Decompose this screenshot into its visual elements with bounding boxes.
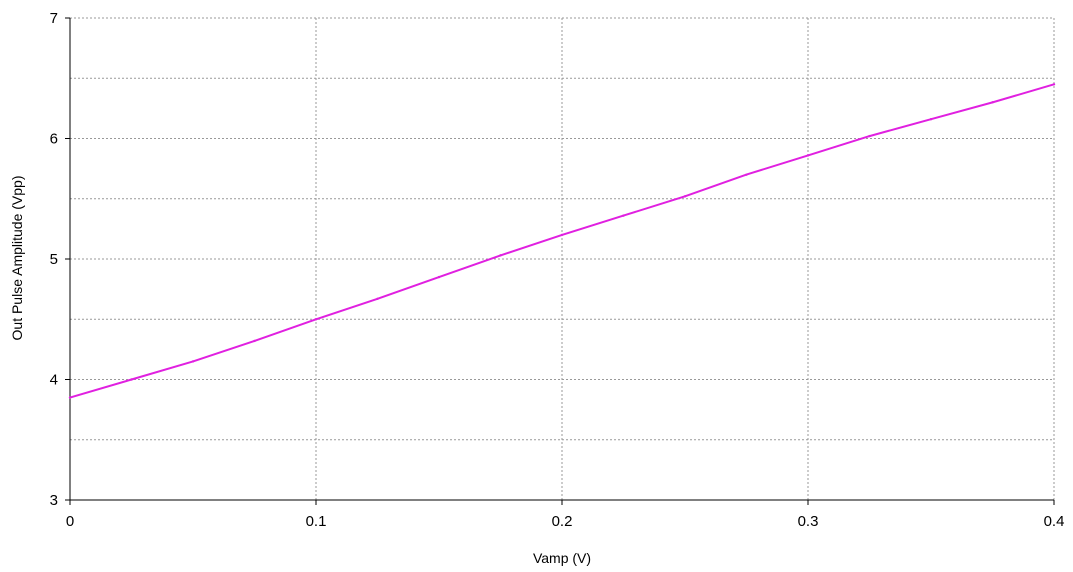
data-point [745,173,748,176]
data-point [191,360,195,363]
data-point [253,339,256,343]
data-point [314,318,318,321]
y-axis-label: Out Pulse Amplitude (Vpp) [9,176,25,341]
y-tick-label: 5 [50,251,58,268]
data-point [991,101,994,104]
data-point [376,297,379,300]
y-tick-label: 6 [50,131,58,148]
tick-labels: 3 4 5 6 7 0 0.1 0.2 0.3 0.4 [50,10,1065,530]
series-group [68,83,1056,399]
data-point [622,214,625,217]
y-tick-label: 4 [50,372,58,389]
data-point [499,254,502,257]
axes [65,17,1055,505]
grid-lines [70,17,1055,500]
x-tick-label: 0.3 [798,513,819,530]
data-point [560,233,564,237]
x-tick-label: 0.2 [552,513,573,530]
data-point [806,154,810,157]
x-tick-label: 0.4 [1044,513,1065,530]
x-axis-label: Vamp (V) [533,550,591,566]
data-point [929,118,933,121]
y-tick-label: 3 [50,492,58,509]
data-point [868,134,871,138]
data-point [130,378,133,381]
y-tick-label: 7 [50,10,58,27]
x-tick-label: 0.1 [306,513,327,530]
data-point [1052,83,1056,86]
data-point [437,275,441,279]
data-point [68,396,72,399]
data-point [683,195,687,198]
x-tick-label: 0 [66,513,74,530]
